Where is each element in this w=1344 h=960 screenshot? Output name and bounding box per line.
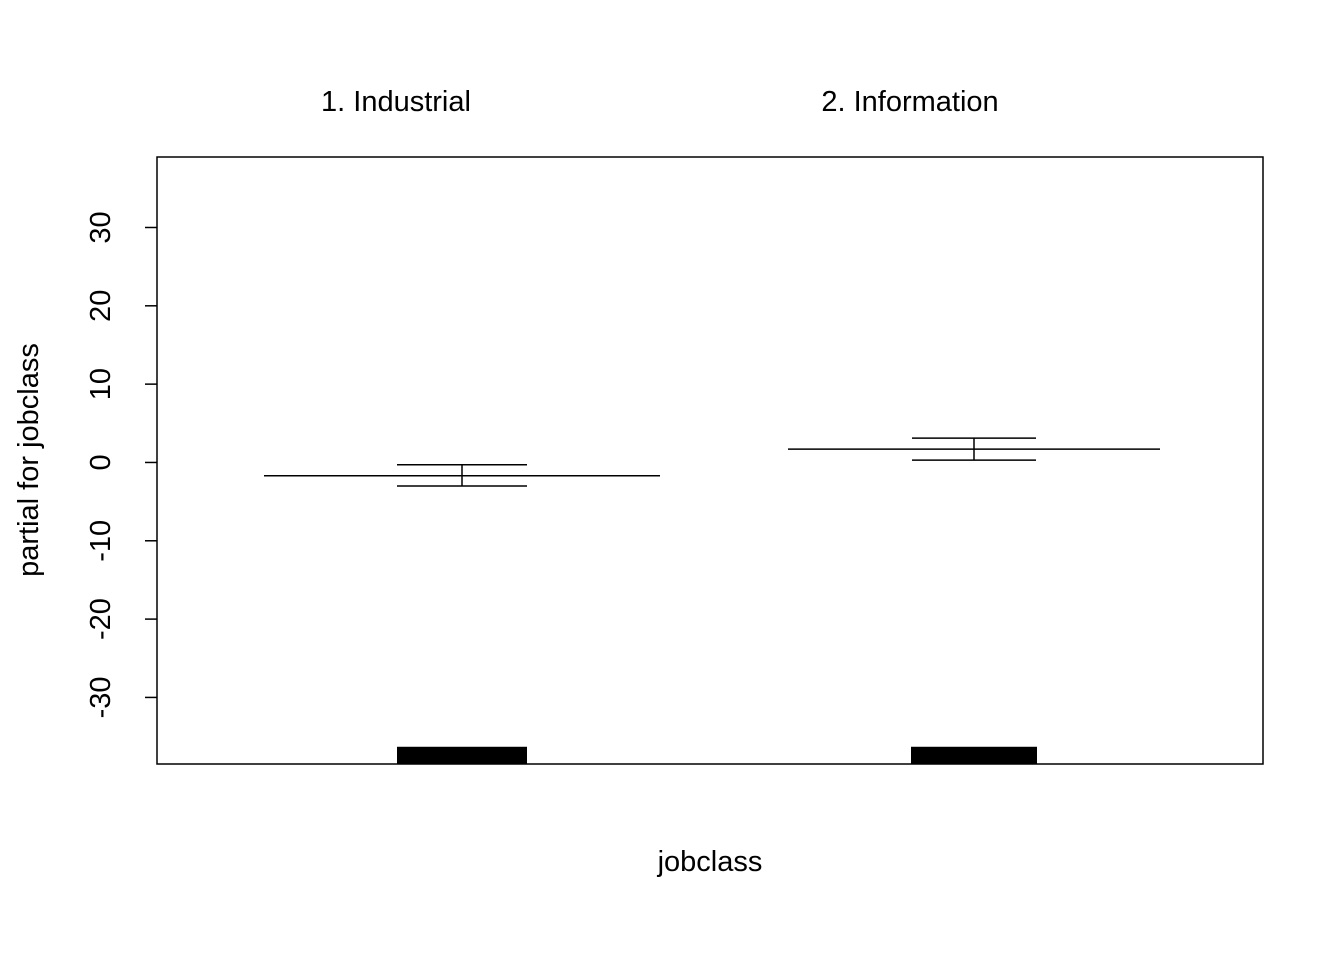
y-axis: -30 -20 -10 0 10 20 30 (85, 211, 157, 718)
category-group (788, 437, 1160, 764)
rug-block (397, 746, 527, 764)
category-group (264, 464, 660, 764)
chart-marks (264, 437, 1160, 764)
y-tick-label: -10 (85, 520, 117, 562)
x-axis-label: jobclass (657, 846, 763, 878)
y-tick-label: -30 (85, 676, 117, 718)
y-tick-label: 20 (85, 290, 117, 322)
y-axis-label: partial for jobclass (13, 343, 45, 577)
plot-frame (156, 156, 1264, 765)
y-tick-label: -20 (85, 598, 117, 640)
rug-block (911, 746, 1037, 764)
y-tick-label: 10 (85, 368, 117, 400)
category-label-industrial: 1. Industrial (321, 86, 471, 118)
y-tick-label: 30 (85, 211, 117, 243)
y-tick-label: 0 (85, 454, 117, 470)
category-label-information: 2. Information (821, 86, 998, 118)
